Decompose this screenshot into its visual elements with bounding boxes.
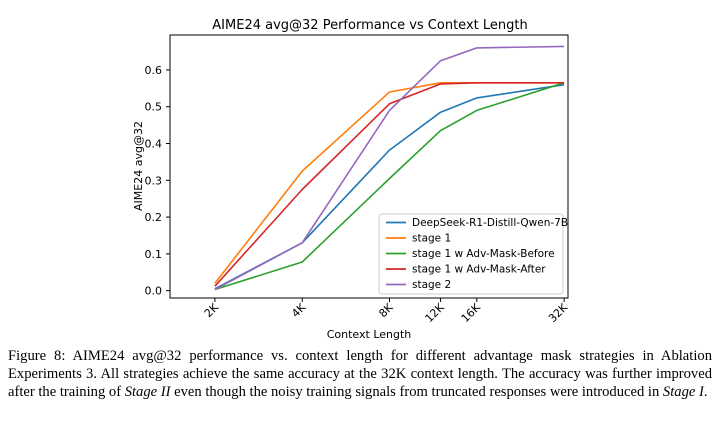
y-tick-label: 0.3 bbox=[145, 174, 163, 187]
y-tick-label: 0.1 bbox=[145, 248, 163, 261]
series-lines bbox=[214, 45, 565, 291]
caption-emphasis: Stage II bbox=[124, 384, 171, 400]
y-tick-label: 0.4 bbox=[145, 138, 163, 151]
x-tick-label: 32K bbox=[546, 300, 571, 325]
x-axis-label: Context Length bbox=[327, 328, 412, 341]
legend-label: stage 2 bbox=[412, 279, 451, 291]
y-tick-label: 0.5 bbox=[145, 101, 163, 114]
y-axis-label: AIME24 avg@32 bbox=[132, 121, 145, 211]
legend: DeepSeek-R1-Distill-Qwen-7B stage 1 stage … bbox=[378, 213, 568, 295]
caption-text: even though the noisy training signals f… bbox=[170, 384, 663, 400]
x-tick-label: 8K bbox=[376, 300, 396, 320]
series-line bbox=[214, 45, 565, 291]
caption-text: . bbox=[703, 384, 708, 400]
x-tick-label: 2K bbox=[202, 300, 222, 320]
figure-caption: Figure 8: AIME24 avg@32 performance vs. … bbox=[8, 347, 712, 401]
legend-label: stage 1 bbox=[412, 233, 451, 245]
legend-box bbox=[378, 213, 564, 295]
y-axis: 0.0 0.1 0.2 0.3 0.4 0.5 0.6 bbox=[145, 64, 170, 298]
caption-text: Figure 8: AIME24 avg@32 performance vs. … bbox=[8, 348, 716, 400]
series-line bbox=[214, 82, 565, 291]
plot-frame bbox=[169, 34, 569, 299]
legend-label: stage 1 w Adv-Mask-After bbox=[412, 264, 546, 276]
x-tick-label: 16K bbox=[459, 300, 484, 325]
caption-emphasis: Stage I bbox=[662, 384, 704, 400]
legend-label: DeepSeek-R1-Distill-Qwen-7B bbox=[412, 217, 568, 229]
y-tick-label: 0.2 bbox=[145, 211, 163, 224]
x-axis: 2K 4K 8K 12K 16K 32K bbox=[202, 298, 571, 325]
y-tick-label: 0.6 bbox=[145, 64, 163, 77]
line-chart: AIME24 avg@32 Performance vs Context Len… bbox=[132, 18, 571, 341]
chart-title: AIME24 avg@32 Performance vs Context Len… bbox=[212, 18, 527, 33]
y-tick-label: 0.0 bbox=[145, 285, 163, 298]
x-tick-label: 4K bbox=[289, 300, 309, 320]
series-line bbox=[214, 82, 565, 287]
x-tick-label: 12K bbox=[423, 300, 448, 325]
legend-label: stage 1 w Adv-Mask-Before bbox=[412, 248, 555, 260]
